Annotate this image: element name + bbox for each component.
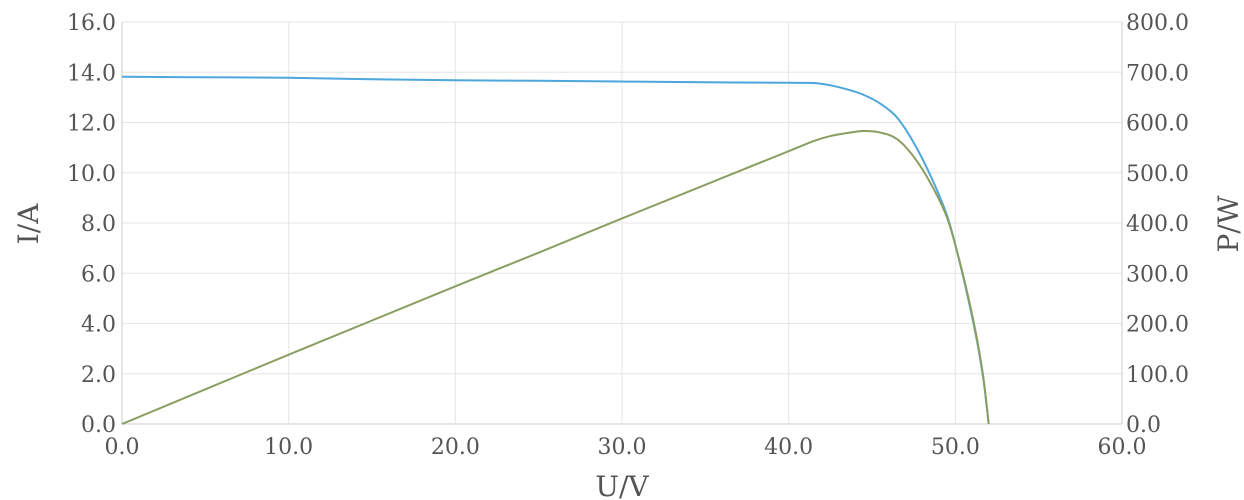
x-tick-label: 40.0 <box>764 435 813 460</box>
x-tick-label: 20.0 <box>431 435 480 460</box>
y-left-tick-label: 0.0 <box>81 413 116 438</box>
y-left-tick-label: 12.0 <box>67 112 116 137</box>
y-right-tick-label: 0.0 <box>1126 413 1161 438</box>
y-left-tick-label: 2.0 <box>81 363 116 388</box>
y-left-axis-title: I/A <box>12 203 45 244</box>
x-tick-label: 50.0 <box>931 435 980 460</box>
x-tick-label: 30.0 <box>598 435 647 460</box>
y-left-tick-label: 8.0 <box>81 212 116 237</box>
y-left-tick-label: 4.0 <box>81 313 116 338</box>
y-right-tick-label: 600.0 <box>1126 112 1189 137</box>
y-left-tick-label: 14.0 <box>67 61 116 86</box>
y-right-tick-label: 300.0 <box>1126 262 1189 287</box>
x-axis-title: U/V <box>595 470 649 500</box>
power-curve-line <box>121 130 990 425</box>
y-right-tick-label: 500.0 <box>1126 162 1189 187</box>
tick-layer: 0.0 0.02.0 100.04.0 200.06.0 300.08.0 400.010… <box>67 11 1189 460</box>
x-tick-label: 60.0 <box>1098 435 1147 460</box>
y-right-tick-label: 200.0 <box>1126 313 1189 338</box>
current-curve-line <box>121 75 990 425</box>
x-tick-label: 10.0 <box>264 435 313 460</box>
y-left-tick-label: 6.0 <box>81 262 116 287</box>
y-right-tick-label: 100.0 <box>1126 363 1189 388</box>
x-tick-label: 0.0 <box>105 435 140 460</box>
y-right-tick-label: 800.0 <box>1126 11 1189 36</box>
y-right-tick-label: 700.0 <box>1126 61 1189 86</box>
grid-layer <box>121 21 1123 425</box>
y-right-axis-title: P/W <box>1212 195 1244 252</box>
series-layer <box>121 75 990 425</box>
y-right-tick-label: 400.0 <box>1126 212 1189 237</box>
y-left-tick-label: 10.0 <box>67 162 116 187</box>
y-left-tick-label: 16.0 <box>67 11 116 36</box>
